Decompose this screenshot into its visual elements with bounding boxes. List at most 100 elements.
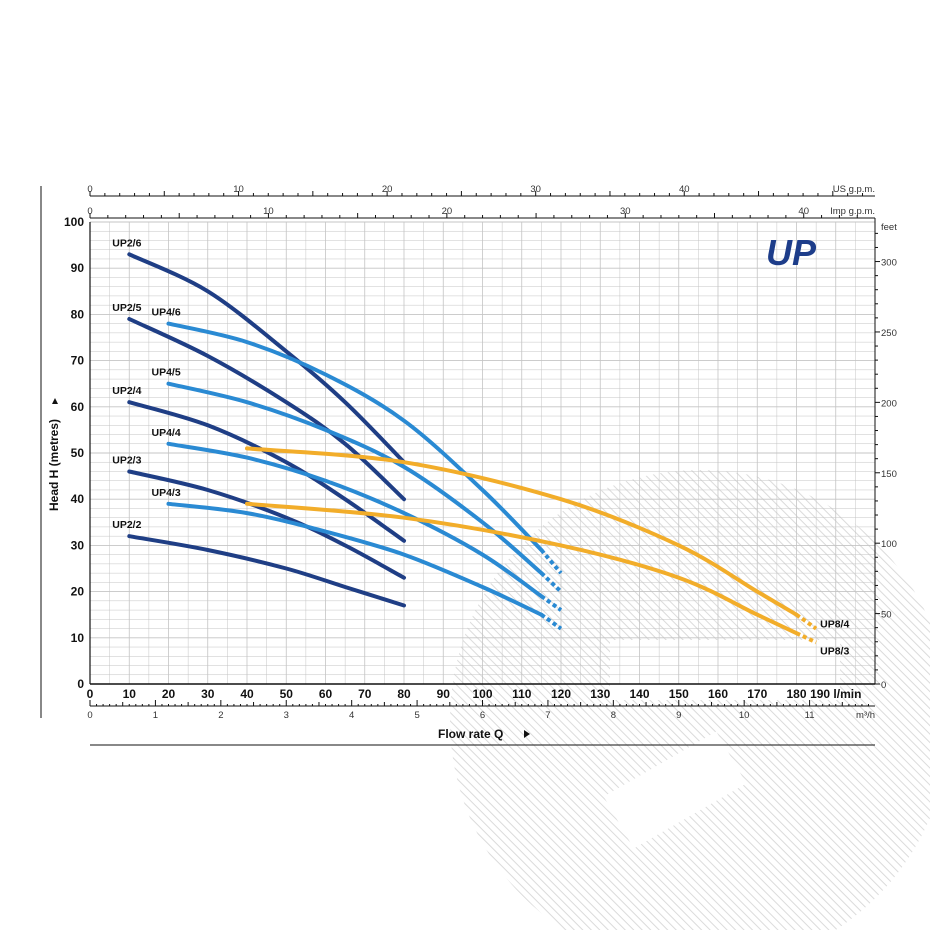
feet-unit: feet: [881, 222, 897, 233]
m3h-tick-label: 8: [611, 710, 616, 721]
curve-up2-3: [127, 469, 406, 580]
curve-label-up4-6: UP4/6: [152, 307, 181, 319]
curve-label-up4-3: UP4/3: [152, 487, 181, 499]
m3h-tick-label: 9: [676, 710, 681, 721]
curve-labels: UP2/6 UP2/5 UP2/4 UP2/3 UP2/2 UP4/6 UP4/5 UP4/4…: [112, 237, 849, 657]
x-tick-label: 170: [747, 687, 767, 701]
curve-label-up2-2: UP2/2: [112, 519, 141, 531]
curve-label-up4-4: UP4/4: [152, 427, 181, 439]
curve-up8-4-dashed: [795, 613, 818, 631]
m3h-tick-label: 1: [153, 710, 158, 721]
feet-tick-label: 300: [881, 258, 897, 269]
feet-tick-label: 50: [881, 610, 892, 621]
imp-gpm-tick-label: 40: [798, 206, 809, 217]
curve-up2-4: [127, 400, 406, 543]
x-tick-label: 60: [319, 687, 333, 701]
x-tick-label: 80: [397, 687, 411, 701]
m3h-tick-label: 2: [218, 710, 223, 721]
series-group: [127, 252, 818, 645]
y-tick-label: 90: [71, 261, 85, 275]
x-axis-arrow-icon: [524, 730, 530, 738]
curve-up4-3: [166, 501, 544, 617]
x-tick-label: 180: [786, 687, 806, 701]
x-tick-label: 70: [358, 687, 372, 701]
x-tick-label: 150: [669, 687, 689, 701]
m3h-tick-label: 4: [349, 710, 354, 721]
m3h-tick-label: 3: [284, 710, 289, 721]
us-gpm-tick-label: 0: [87, 184, 92, 195]
m3h-unit: m³/h: [856, 710, 875, 721]
us-gpm-tick-label: 30: [530, 184, 541, 195]
curve-up4-4-dashed: [540, 594, 563, 612]
x-tick-label: 0: [87, 687, 94, 701]
y-tick-label: 80: [71, 307, 85, 321]
imp-gpm-tick-label: 10: [263, 206, 274, 217]
curve-up8-3-dashed: [795, 631, 817, 645]
curve-up4-6-dashed: [539, 548, 563, 575]
y-tick-label: 50: [71, 446, 85, 460]
y-tick-label: 40: [71, 492, 85, 506]
x-tick-label: 190 l/min: [810, 687, 861, 701]
imp-gpm-tick-label: 20: [442, 206, 453, 217]
curve-up4-6: [166, 321, 544, 552]
y-tick-label: 30: [71, 538, 85, 552]
axis-ticks: 0 10 20 30 40 50 60 70 80 90 100 110 120 130 140 150 160…: [64, 184, 897, 721]
curve-label-up4-5: UP4/5: [152, 367, 181, 379]
x-tick-label: 120: [551, 687, 571, 701]
curve-up2-2: [127, 534, 406, 608]
x-tick-label: 40: [240, 687, 254, 701]
us-gpm-unit: US g.p.m.: [833, 184, 875, 195]
m3h-tick-label: 10: [739, 710, 750, 721]
brand-logo: UP: [766, 232, 817, 273]
us-gpm-tick-label: 40: [679, 184, 690, 195]
x-tick-label: 130: [590, 687, 610, 701]
feet-tick-label: 250: [881, 328, 897, 339]
x-tick-label: 140: [629, 687, 649, 701]
y-axis-title: Head H (metres): [47, 419, 61, 511]
curve-label-up2-6: UP2/6: [112, 237, 141, 249]
curve-up8-4: [245, 446, 799, 617]
brand-logo-text: UP: [766, 232, 817, 273]
x-tick-label: 110: [512, 687, 532, 701]
feet-tick-label: 200: [881, 398, 897, 409]
feet-tick-label: 150: [881, 469, 897, 480]
curve-up4-5-dashed: [540, 571, 563, 594]
curve-up4-3-dashed: [540, 613, 563, 631]
m3h-tick-label: 11: [805, 710, 815, 721]
y-tick-label: 100: [64, 215, 84, 229]
y-axis-arrow-icon: [52, 398, 58, 404]
curve-label-up8-4: UP8/4: [820, 619, 849, 631]
imp-gpm-tick-label: 30: [620, 206, 631, 217]
x-tick-label: 160: [708, 687, 728, 701]
curve-label-up8-3: UP8/3: [820, 645, 849, 657]
y-tick-label: 0: [77, 677, 84, 691]
x-tick-label: 30: [201, 687, 215, 701]
curve-label-up2-5: UP2/5: [112, 302, 141, 314]
x-axis-title: Flow rate Q: [438, 727, 503, 741]
x-tick-label: 100: [472, 687, 492, 701]
m3h-tick-label: 5: [414, 710, 419, 721]
x-tick-label: 10: [123, 687, 137, 701]
curve-label-up2-3: UP2/3: [112, 454, 141, 466]
imp-gpm-unit: Imp g.p.m.: [830, 206, 875, 217]
m3h-tick-label: 0: [87, 710, 92, 721]
curve-up4-5: [166, 381, 544, 576]
curve-label-up2-4: UP2/4: [112, 385, 141, 397]
y-tick-label: 70: [71, 354, 85, 368]
curve-up4-4: [166, 441, 544, 599]
y-tick-label: 60: [71, 400, 85, 414]
y-tick-label: 20: [71, 585, 85, 599]
m3h-tick-label: 7: [545, 710, 550, 721]
curve-up8-3: [245, 501, 799, 636]
y-tick-label: 10: [71, 631, 85, 645]
x-tick-label: 90: [437, 687, 451, 701]
us-gpm-tick-label: 10: [233, 184, 244, 195]
curve-up2-6: [127, 252, 406, 465]
m3h-tick-label: 6: [480, 710, 485, 721]
x-tick-label: 20: [162, 687, 176, 701]
x-tick-label: 50: [280, 687, 294, 701]
watermark: [450, 470, 930, 935]
imp-gpm-tick-label: 0: [87, 206, 92, 217]
